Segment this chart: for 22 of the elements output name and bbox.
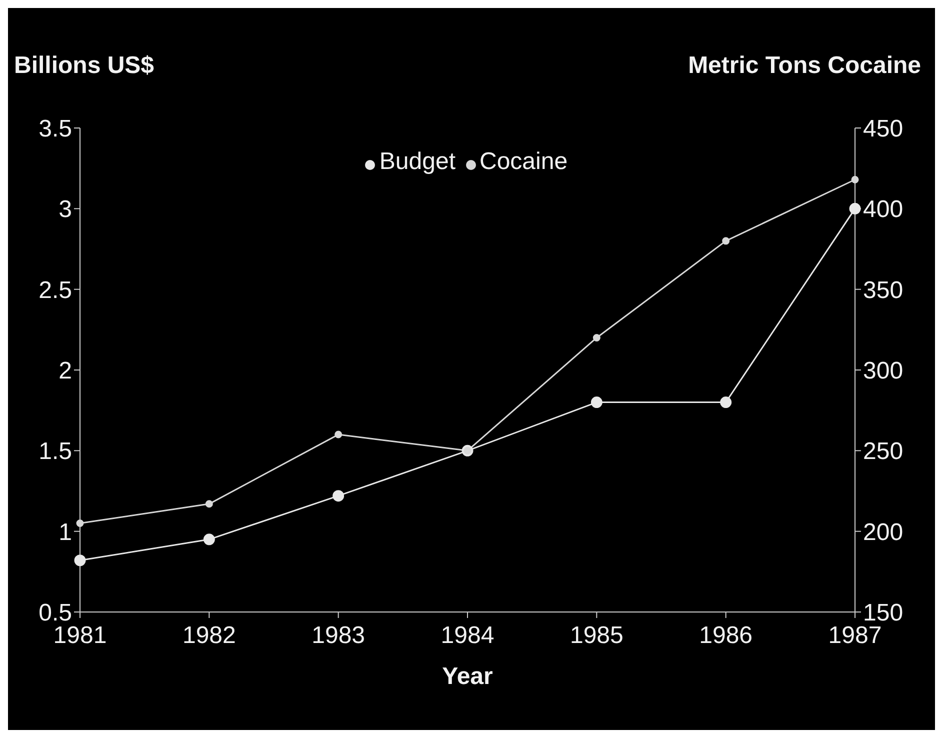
y2-axis-title: Metric Tons Cocaine	[688, 52, 921, 80]
x-tick-label: 1982	[182, 622, 236, 650]
y-tick-label: 2	[58, 358, 72, 385]
x-tick-label: 1983	[312, 622, 366, 650]
y2-tick-label: 300	[863, 358, 904, 385]
legend-label: Cocaine	[480, 148, 568, 175]
y-axis-title: Billions US$	[14, 52, 154, 80]
x-tick-label: 1986	[699, 622, 753, 650]
y2-tick-label: 400	[863, 196, 904, 224]
y2-tick-label: 450	[863, 116, 904, 143]
y-tick-label: 2.5	[38, 276, 72, 304]
y2-tick-label: 350	[863, 276, 904, 304]
x-tick-label: 1985	[570, 622, 624, 650]
x-tick-label: 1984	[440, 622, 494, 650]
y2-tick-label: 200	[863, 518, 904, 546]
y-tick-label: 3	[58, 196, 72, 224]
y-tick-label: 3.5	[38, 116, 72, 143]
y2-tick-label: 250	[863, 438, 904, 466]
y-tick-label: 1	[58, 518, 72, 546]
x-axis-title: Year	[442, 663, 493, 690]
y-tick-label: 1.5	[38, 438, 72, 466]
legend-label: Budget	[379, 148, 456, 175]
